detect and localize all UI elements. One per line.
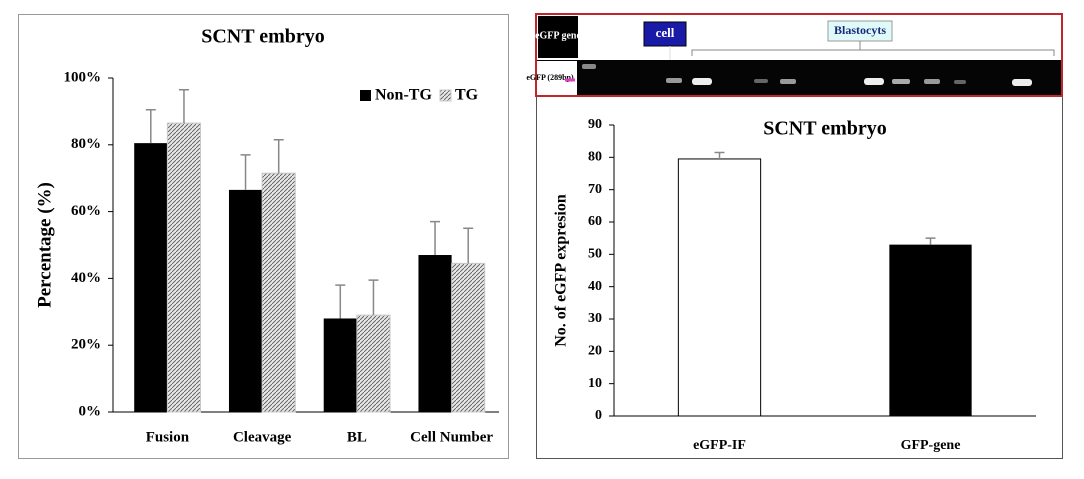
marker-box bbox=[538, 16, 578, 58]
chart-title: SCNT embryo bbox=[201, 26, 325, 48]
y-axis-label: Percentage (%) bbox=[34, 182, 55, 308]
lane-box bbox=[643, 21, 687, 47]
bar bbox=[356, 314, 391, 413]
y-tick-label: 0% bbox=[79, 403, 102, 419]
bar bbox=[889, 244, 972, 416]
y-tick-label: 80% bbox=[71, 136, 101, 152]
error-bar bbox=[240, 154, 251, 190]
x-tick-label: Cell Number bbox=[410, 429, 493, 445]
y-tick-label: 100% bbox=[64, 69, 102, 85]
bar bbox=[228, 189, 263, 412]
legend-swatch bbox=[360, 90, 371, 101]
y-tick-label: 40 bbox=[588, 279, 602, 294]
bar bbox=[166, 122, 202, 413]
legend-label: TG bbox=[455, 87, 479, 104]
lane-label: cell bbox=[656, 25, 675, 40]
group-label: Blastocyts bbox=[834, 23, 886, 37]
y-tick-label: 20% bbox=[71, 337, 101, 353]
y-tick-label: 90 bbox=[588, 117, 602, 132]
y-tick-label: 10 bbox=[588, 376, 602, 391]
x-tick-label: BL bbox=[347, 429, 367, 445]
x-tick-label: GFP-gene bbox=[901, 438, 961, 453]
gel-strip bbox=[537, 60, 1061, 95]
y-axis-label: No. of eGFP expresion bbox=[553, 194, 570, 347]
y-tick-label: 80 bbox=[588, 150, 602, 165]
band-label-box bbox=[537, 61, 577, 95]
y-tick-label: 0 bbox=[595, 408, 602, 423]
error-bar bbox=[463, 227, 474, 264]
bar bbox=[451, 262, 486, 413]
bar bbox=[323, 318, 357, 412]
y-tick-label: 50 bbox=[588, 247, 602, 262]
error-bar bbox=[925, 237, 936, 245]
gel-bands bbox=[582, 64, 1032, 86]
x-tick-label: eGFP-IF bbox=[693, 438, 746, 453]
marker-label: eGFP gene bbox=[535, 30, 581, 41]
legend-swatch bbox=[439, 89, 452, 102]
error-bar bbox=[145, 108, 156, 144]
y-tick-label: 20 bbox=[588, 344, 602, 359]
panel-right bbox=[536, 96, 1063, 459]
error-bar bbox=[714, 151, 725, 159]
error-bar bbox=[273, 139, 284, 174]
group-bracket bbox=[691, 41, 1055, 56]
bar bbox=[261, 172, 296, 413]
x-tick-label: Cleavage bbox=[233, 429, 292, 445]
legend-label: Non-TG bbox=[375, 87, 432, 104]
error-bar bbox=[430, 220, 441, 256]
error-bar bbox=[178, 88, 189, 124]
y-tick-label: 30 bbox=[588, 311, 602, 326]
band-label: eGFP (289bp) bbox=[526, 73, 574, 82]
error-bar bbox=[368, 279, 379, 316]
bar bbox=[677, 158, 762, 417]
y-tick-label: 40% bbox=[71, 270, 101, 286]
x-tick-label: Fusion bbox=[146, 429, 190, 445]
y-tick-label: 60% bbox=[71, 203, 101, 219]
gel-image: eGFP gene eGFP (289bp) cell Blastocyts bbox=[526, 13, 1063, 97]
bar bbox=[418, 255, 452, 412]
y-tick-label: 60 bbox=[588, 214, 602, 229]
chart-title: SCNT embryo bbox=[763, 118, 887, 140]
error-bar bbox=[335, 284, 346, 319]
bar bbox=[134, 143, 168, 412]
y-tick-label: 70 bbox=[588, 182, 602, 197]
